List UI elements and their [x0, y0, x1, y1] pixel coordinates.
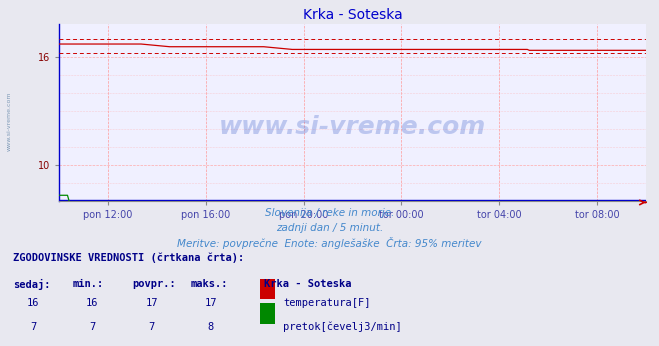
Text: min.:: min.:	[72, 279, 103, 289]
Text: zadnji dan / 5 minut.: zadnji dan / 5 minut.	[276, 223, 383, 233]
Text: 17: 17	[205, 298, 217, 308]
Text: 7: 7	[89, 322, 96, 332]
Text: ZGODOVINSKE VREDNOSTI (črtkana črta):: ZGODOVINSKE VREDNOSTI (črtkana črta):	[13, 253, 244, 263]
Text: www.si-vreme.com: www.si-vreme.com	[7, 91, 12, 151]
Text: 17: 17	[146, 298, 158, 308]
Text: Meritve: povprečne  Enote: anglešaške  Črta: 95% meritev: Meritve: povprečne Enote: anglešaške Črt…	[177, 237, 482, 249]
Text: 7: 7	[148, 322, 155, 332]
Text: povpr.:: povpr.:	[132, 279, 175, 289]
Text: 8: 8	[208, 322, 214, 332]
Text: temperatura[F]: temperatura[F]	[283, 298, 371, 308]
Text: 7: 7	[30, 322, 36, 332]
Text: pretok[čevelj3/min]: pretok[čevelj3/min]	[283, 322, 402, 332]
Title: Krka - Soteska: Krka - Soteska	[302, 8, 403, 22]
Text: Slovenija / reke in morje.: Slovenija / reke in morje.	[265, 208, 394, 218]
Text: Krka - Soteska: Krka - Soteska	[264, 279, 351, 289]
Text: maks.:: maks.:	[191, 279, 229, 289]
Text: 16: 16	[86, 298, 98, 308]
Text: www.si-vreme.com: www.si-vreme.com	[219, 115, 486, 138]
Text: sedaj:: sedaj:	[13, 279, 51, 290]
Text: 16: 16	[27, 298, 39, 308]
